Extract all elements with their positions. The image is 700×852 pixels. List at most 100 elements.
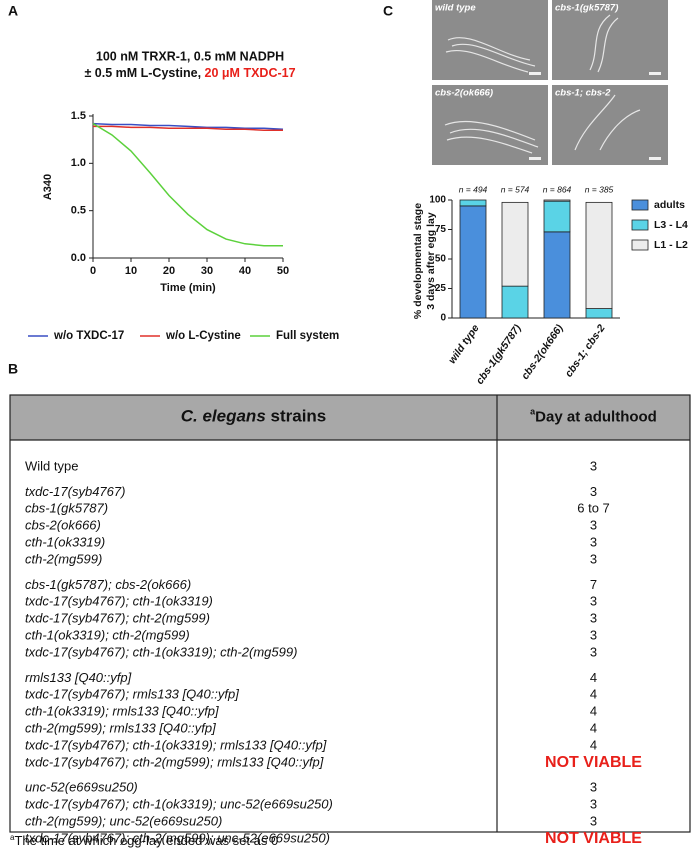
strain: txdc-17(syb4767); cht-2(mg599) bbox=[25, 611, 210, 626]
bar-segment bbox=[543, 199, 571, 202]
legend-swatch bbox=[631, 199, 649, 211]
x-axis-label: Time (min) bbox=[160, 282, 216, 294]
bar-segment bbox=[585, 201, 613, 309]
header-italic: C. elegans bbox=[181, 407, 266, 426]
scale-bar bbox=[649, 157, 661, 160]
strain: txdc-17(syb4767); cth-1(ok3319); cth-2(m… bbox=[25, 644, 297, 659]
day-value: 3 bbox=[590, 594, 597, 609]
bar-annotation: n = 385 bbox=[585, 184, 614, 194]
y-tick-label: 1.0 bbox=[71, 157, 86, 169]
scale-bar bbox=[649, 72, 661, 75]
legend-swatch bbox=[631, 219, 649, 231]
x-tick-label: 10 bbox=[125, 265, 137, 277]
bar-segment bbox=[543, 231, 571, 319]
footnote-text: The time at which egg-lay ended was set … bbox=[14, 833, 278, 848]
day-value: 4 bbox=[590, 704, 597, 719]
micrograph bbox=[552, 85, 668, 165]
strain: txdc-17(syb4767); cth-2(mg599); rmls133 … bbox=[25, 754, 324, 769]
x-tick-label: 20 bbox=[163, 265, 175, 277]
strain: cbs-1(gk5787); cbs-2(ok666) bbox=[25, 577, 191, 592]
table-header: aDay at adulthood bbox=[530, 407, 657, 426]
footnote: aThe time at which egg-lay ended was set… bbox=[10, 833, 278, 849]
day-value: 4 bbox=[590, 670, 597, 685]
day-value: 3 bbox=[590, 611, 597, 626]
micrograph-worms bbox=[444, 14, 641, 154]
day-value: 4 bbox=[590, 687, 597, 702]
footnote-marker: a bbox=[530, 407, 536, 417]
footnote-marker: a bbox=[10, 833, 15, 842]
micrograph-label: wild type bbox=[435, 3, 476, 14]
table-header: C. elegans strains bbox=[181, 407, 327, 426]
legend-label: Full system bbox=[276, 330, 339, 342]
strain: cth-2(mg599) bbox=[25, 551, 102, 566]
bar-segment bbox=[501, 285, 529, 319]
bar-segment bbox=[501, 201, 529, 287]
y-tick-label: 0 bbox=[440, 313, 446, 324]
day-value: 6 to 7 bbox=[577, 501, 610, 516]
legend-label: L3 - L4 bbox=[654, 219, 688, 231]
scale-bar bbox=[529, 72, 541, 75]
legend-label: w/o TXDC-17 bbox=[53, 330, 124, 342]
y-tick-label: 100 bbox=[429, 195, 446, 206]
strain: cth-1(ok3319) bbox=[25, 535, 105, 550]
x-tick-label: cbs-1; cbs-2 bbox=[563, 322, 608, 379]
strain: txdc-17(syb4767); cth-1(ok3319); unc-52(… bbox=[25, 797, 333, 812]
day-value: 3 bbox=[590, 797, 597, 812]
bar-segment bbox=[459, 205, 487, 319]
day-value: NOT VIABLE bbox=[545, 830, 642, 847]
panel-letter: B bbox=[8, 361, 18, 377]
y-tick-label: 0.5 bbox=[71, 205, 86, 217]
strain: txdc-17(syb4767); cth-1(ok3319); rmls133… bbox=[25, 737, 327, 752]
header-text: Day at adulthood bbox=[535, 408, 657, 425]
bar-segment bbox=[585, 308, 613, 319]
y-axis-label: % developmental stage bbox=[412, 203, 424, 319]
y-axis-label: A340 bbox=[42, 174, 54, 200]
day-value: 3 bbox=[590, 551, 597, 566]
x-tick-label: 0 bbox=[90, 265, 96, 277]
x-tick-label: cbs-2(ok666) bbox=[519, 322, 566, 382]
day-value: 4 bbox=[590, 737, 597, 752]
table-header-bg bbox=[10, 395, 690, 440]
x-tick-label: cbs-1(gk5787) bbox=[474, 322, 524, 387]
strain: txdc-17(syb4767); rmls133 [Q40::yfp] bbox=[25, 687, 239, 702]
bar-segment bbox=[543, 200, 571, 233]
scale-bar bbox=[529, 157, 541, 160]
day-value: 3 bbox=[590, 814, 597, 829]
strain: Wild type bbox=[25, 458, 78, 473]
day-value: 3 bbox=[590, 644, 597, 659]
micrograph-label: cbs-2(ok666) bbox=[435, 88, 493, 99]
header-text: strains bbox=[271, 407, 327, 426]
day-value: 3 bbox=[590, 484, 597, 499]
table-border bbox=[9, 394, 691, 833]
legend-label: adults bbox=[654, 199, 685, 211]
day-value: 3 bbox=[590, 535, 597, 550]
data-line bbox=[92, 122, 283, 247]
legend-label: L1 - L2 bbox=[654, 239, 688, 251]
title-highlight: 20 μM TXDC-17 bbox=[205, 66, 296, 80]
x-tick-label: wild type bbox=[446, 322, 482, 366]
micrograph bbox=[432, 0, 548, 80]
strain: cth-2(mg599); unc-52(e669su250) bbox=[25, 814, 222, 829]
y-tick-label: 50 bbox=[435, 254, 447, 265]
y-tick-label: 1.5 bbox=[71, 110, 86, 122]
strain: txdc-17(syb4767); cth-2(mg599); unc-52(e… bbox=[25, 830, 330, 845]
micrograph-label: cbs-1(gk5787) bbox=[555, 3, 618, 14]
day-value: 3 bbox=[590, 628, 597, 643]
strain: cbs-1(gk5787) bbox=[25, 501, 108, 516]
bar-segment bbox=[459, 199, 487, 207]
legend-swatch bbox=[631, 239, 649, 251]
strain: cth-2(mg599); rmls133 [Q40::yfp] bbox=[25, 721, 216, 736]
chart-title: 100 nM TRXR-1, 0.5 mM NADPH bbox=[96, 49, 284, 63]
bar-annotation: n = 494 bbox=[459, 184, 488, 194]
strain: unc-52(e669su250) bbox=[25, 780, 138, 795]
strain: cbs-2(ok666) bbox=[25, 518, 101, 533]
day-value: 4 bbox=[590, 721, 597, 736]
data-line bbox=[92, 122, 284, 131]
micrograph bbox=[552, 0, 668, 80]
chart-title: ± 0.5 mM L-Cystine, 20 μM TXDC-17 bbox=[84, 66, 295, 80]
y-tick-label: 0.0 bbox=[71, 252, 86, 264]
strain: txdc-17(syb4767) bbox=[25, 484, 125, 499]
y-axis-label: 3 days after egg lay bbox=[425, 212, 437, 310]
x-tick-label: 30 bbox=[201, 265, 213, 277]
strain: cth-1(ok3319); cth-2(mg599) bbox=[25, 628, 190, 643]
